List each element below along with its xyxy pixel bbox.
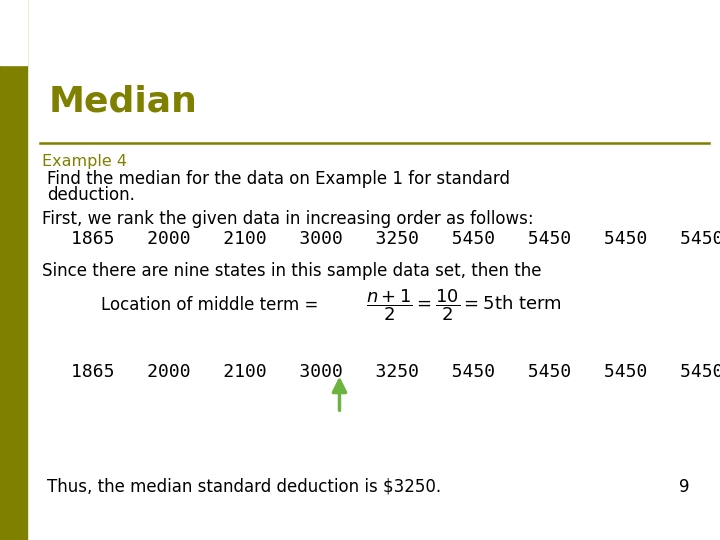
Text: $\dfrac{n+1}{2} = \dfrac{10}{2}$$= \mathsf{5th\ term}$: $\dfrac{n+1}{2} = \dfrac{10}{2}$$= \math… [366,287,562,323]
Text: deduction.: deduction. [47,186,135,204]
Text: Since there are nine states in this sample data set, then the: Since there are nine states in this samp… [42,262,541,280]
Text: First, we rank the given data in increasing order as follows:: First, we rank the given data in increas… [42,210,534,227]
Text: 9: 9 [679,478,690,496]
Text: Location of middle term =: Location of middle term = [101,296,323,314]
Text: Median: Median [49,85,198,119]
Bar [0,0,27,65]
Text: 1865   2000   2100   3000   3250   5450   5450   5450   5450: 1865 2000 2100 3000 3250 5450 5450 5450 … [71,230,720,247]
Text: Example 4: Example 4 [42,154,127,169]
Text: Thus, the median standard deduction is $3250.: Thus, the median standard deduction is $… [47,478,441,496]
Text: Find the median for the data on Example 1 for standard: Find the median for the data on Example … [47,170,510,188]
Bar [0,0,27,540]
FancyArrowPatch shape [333,380,346,410]
Text: 1865   2000   2100   3000   3250   5450   5450   5450   5450: 1865 2000 2100 3000 3250 5450 5450 5450 … [71,363,720,381]
